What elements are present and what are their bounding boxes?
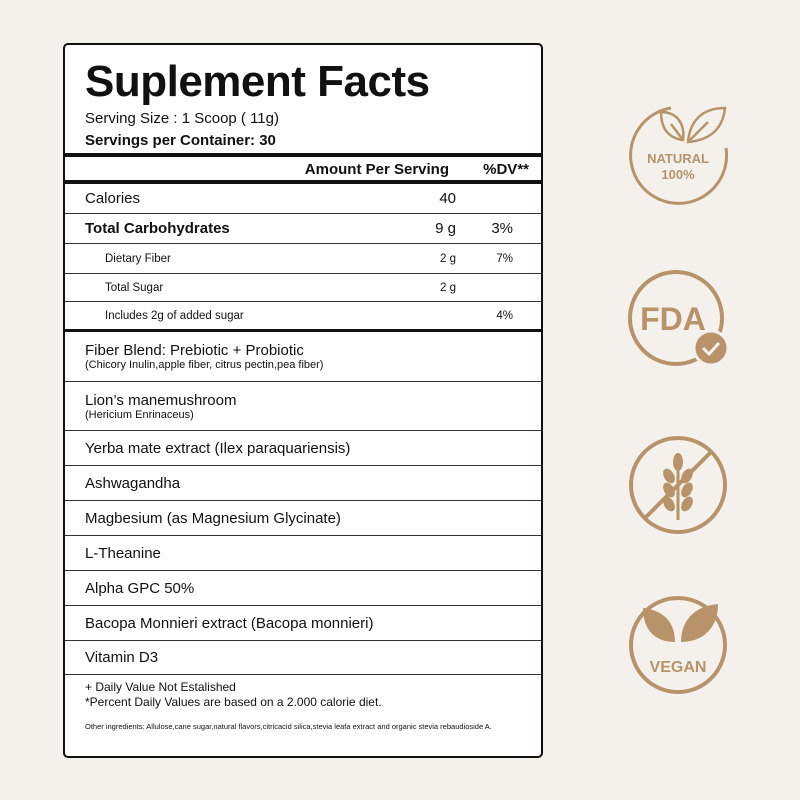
nutrient-dv: 7% <box>496 252 513 265</box>
vegan-badge-icon: VEGAN <box>629 596 727 694</box>
nutrient-name: Calories <box>85 190 141 207</box>
svg-text:100%: 100% <box>661 167 695 182</box>
ingredient-row: Alpha GPC 50% <box>65 571 541 606</box>
nutrient-dv: 3% <box>491 220 513 237</box>
ingredient-name: Yerba mate extract (Ilex paraquariensis) <box>85 439 351 457</box>
nutrient-amount: 40 <box>439 190 456 207</box>
divider <box>65 180 541 184</box>
column-header: Amount Per Serving %DV** <box>65 157 541 181</box>
ingredient-row: Fiber Blend: Prebiotic + Probiotic (Chico… <box>65 332 541 382</box>
ingredient-row: Yerba mate extract (Ilex paraquariensis) <box>65 431 541 466</box>
svg-text:VEGAN: VEGAN <box>650 659 707 676</box>
nutrient-amount: 2 g <box>440 252 456 265</box>
nutrient-name: Total Sugar <box>105 281 164 294</box>
ingredient-row: Ashwagandha <box>65 466 541 501</box>
divider <box>65 329 541 332</box>
ingredient-row: Lion’s manemushroom (Hericium Enrinaceus) <box>65 382 541 431</box>
nutrient-amount: 9 g <box>435 220 456 237</box>
footer-note: *Percent Daily Values are based on a 2.0… <box>85 695 382 709</box>
footer-note: + Daily Value Not Estalished <box>85 680 236 694</box>
ingredient-name: Magbesium (as Magnesium Glycinate) <box>85 509 341 527</box>
other-ingredients: Other ingredients: Allulose,cane sugar,n… <box>85 722 492 731</box>
ingredient-name: Fiber Blend: Prebiotic + Probiotic <box>85 342 304 359</box>
ingredient-name: Vitamin D3 <box>85 649 159 666</box>
nutrient-row: Dietary Fiber 2 g 7% <box>65 244 541 274</box>
servings-per-container: Servings per Container: 30 <box>85 132 276 149</box>
svg-text:FDA: FDA <box>640 301 706 337</box>
svg-text:NATURAL: NATURAL <box>647 151 709 166</box>
ingredient-name: Alpha GPC 50% <box>85 579 195 597</box>
nutrient-row: Calories 40 <box>65 184 541 214</box>
serving-size: Serving Size : 1 Scoop ( 11g) <box>85 110 279 127</box>
ingredient-row: Vitamin D3 <box>65 641 541 675</box>
nutrient-name: Total Carbohydrates <box>85 220 230 237</box>
nutrient-name: Dietary Fiber <box>105 252 171 265</box>
ingredient-name: Lion’s manemushroom <box>85 391 237 409</box>
ingredient-detail: (Chicory Inulin,apple fiber, citrus pect… <box>85 359 324 371</box>
footer: + Daily Value Not Estalished *Percent Da… <box>85 680 531 732</box>
ingredient-name: L-Theanine <box>85 544 161 562</box>
nutrient-amount: 2 g <box>440 281 456 294</box>
gluten-free-icon <box>629 436 727 534</box>
page-title: Suplement Facts <box>85 57 430 106</box>
nutrient-dv: 4% <box>496 309 513 322</box>
nutrient-row: Includes 2g of added sugar 4% <box>65 302 541 329</box>
dv-header: %DV** <box>483 160 529 178</box>
divider <box>65 153 541 157</box>
supplement-facts-label: Suplement Facts Serving Size : 1 Scoop (… <box>63 43 543 758</box>
amount-header: Amount Per Serving <box>304 160 449 178</box>
nutrient-row: Total Carbohydrates 9 g 3% <box>65 214 541 244</box>
ingredient-row: Magbesium (as Magnesium Glycinate) <box>65 501 541 536</box>
ingredient-row: L-Theanine <box>65 536 541 571</box>
ingredient-name: Ashwagandha <box>85 474 181 492</box>
fda-approved-icon: FDA <box>628 270 730 367</box>
nutrient-row: Total Sugar 2 g <box>65 274 541 302</box>
nutrient-name: Includes 2g of added sugar <box>105 309 244 322</box>
ingredient-detail: (Hericium Enrinaceus) <box>85 408 194 421</box>
ingredient-name: Bacopa Monnieri extract (Bacopa monnieri… <box>85 614 374 632</box>
natural-badge-icon: NATURAL 100% <box>629 106 729 205</box>
ingredient-row: Bacopa Monnieri extract (Bacopa monnieri… <box>65 606 541 641</box>
